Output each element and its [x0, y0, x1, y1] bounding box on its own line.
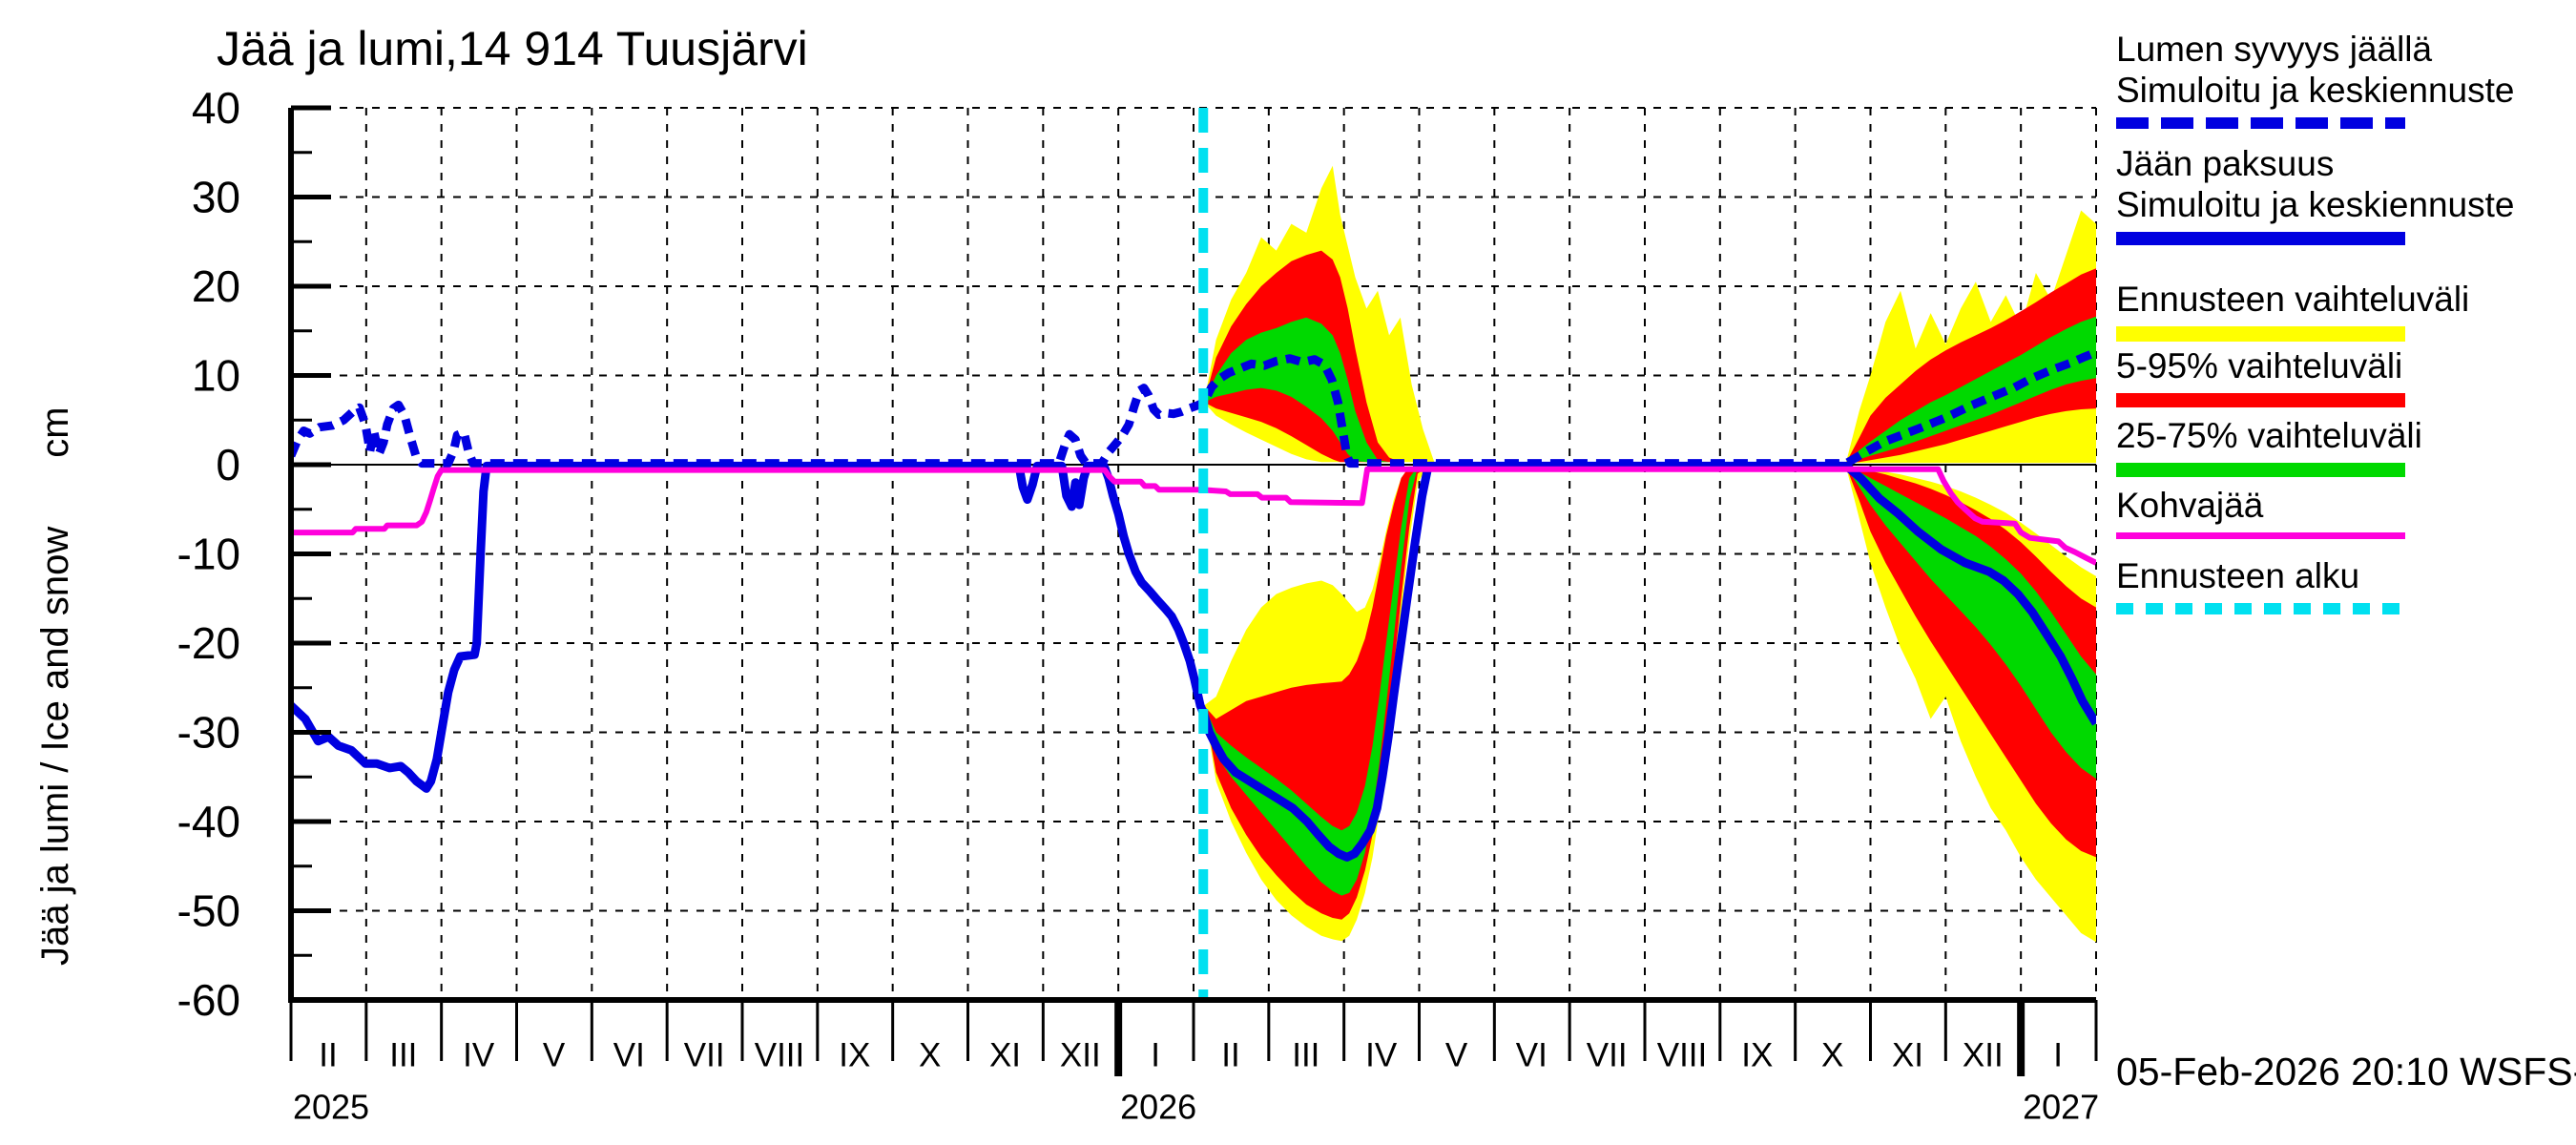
legend-item-ice-thickness: Jään paksuus Simuloitu ja keskiennuste — [2116, 143, 2574, 245]
x-month-label: XI — [989, 1037, 1021, 1074]
legend-label: Simuloitu ja keskiennuste — [2116, 71, 2515, 110]
legend-label: Lumen syvyys jäällä — [2116, 30, 2433, 69]
legend-item-25-75-range: 25-75% vaihteluväli — [2116, 415, 2574, 477]
5-95-vaihteluvali-lumi-2027 — [1846, 268, 2096, 464]
legend-item-5-95-range: 5-95% vaihteluväli — [2116, 345, 2574, 407]
legend-item-kohvajaa: Kohvajää — [2116, 485, 2574, 539]
y-tick-label: -20 — [177, 618, 240, 668]
x-month-label: VII — [684, 1037, 725, 1074]
legend-label: 25-75% vaihteluväli — [2116, 416, 2422, 455]
y-tick-label: -10 — [177, 530, 240, 579]
25-75-vaihteluvali-lumi-2026 — [1204, 317, 1435, 463]
legend-label: Ennusteen vaihteluväli — [2116, 280, 2470, 319]
x-month-label: XI — [1892, 1037, 1923, 1074]
x-month-label: X — [1821, 1037, 1843, 1074]
x-month-label: IX — [1741, 1037, 1773, 1074]
x-month-label: IX — [839, 1037, 870, 1074]
legend-label: 5-95% vaihteluväli — [2116, 346, 2403, 385]
dashed-cyan-line-swatch — [2116, 603, 2405, 614]
legend-label: Kohvajää — [2116, 486, 2264, 525]
legend-item-forecast-start: Ennusteen alku — [2116, 555, 2574, 614]
green-band-swatch — [2116, 463, 2405, 477]
x-month-label: IV — [1365, 1037, 1398, 1074]
x-month-label: III — [1292, 1037, 1319, 1074]
y-tick-label: -30 — [177, 708, 240, 758]
x-month-label: X — [919, 1037, 941, 1074]
y-tick-label: 20 — [192, 261, 240, 311]
gridlines — [291, 107, 2097, 1000]
solid-blue-line-swatch — [2116, 232, 2405, 245]
yellow-band-swatch — [2116, 326, 2405, 342]
5-95-vaihteluvali-jaa-2027 — [1846, 466, 2096, 858]
legend-label: Ennusteen alku — [2116, 556, 2360, 595]
page-title: Jää ja lumi,14 914 Tuusjärvi — [217, 22, 808, 75]
lumen-syvyys-jaalla-simuloitu-ja-keskiennuste — [291, 348, 2096, 468]
legend-label: Jään paksuus — [2116, 144, 2335, 183]
x-month-label: III — [389, 1037, 417, 1074]
legend-item-forecast-range: Ennusteen vaihteluväli — [2116, 279, 2574, 342]
x-month-label: VI — [1516, 1037, 1548, 1074]
magenta-line-swatch — [2116, 532, 2405, 539]
x-month-label: V — [1445, 1037, 1468, 1074]
y-tick-label: -60 — [177, 975, 240, 1025]
red-band-swatch — [2116, 393, 2405, 407]
x-month-label: VII — [1587, 1037, 1628, 1074]
jaan-paksuus-simuloitu-ja-keskiennuste — [291, 461, 2096, 862]
y-tick-label: 30 — [192, 173, 240, 222]
x-month-label: XII — [1963, 1037, 2004, 1074]
x-year-label: 2027 — [2023, 1088, 2099, 1127]
y-tick-label: 40 — [192, 83, 240, 133]
dashed-blue-line-swatch — [2116, 117, 2405, 129]
x-month-label: II — [1221, 1037, 1239, 1074]
x-month-label: VIII — [755, 1037, 805, 1074]
x-month-label: V — [543, 1037, 566, 1074]
y-tick-label: -40 — [177, 797, 240, 846]
x-month-label: I — [2053, 1037, 2063, 1074]
data-series — [291, 108, 2096, 1000]
legend-label: Simuloitu ja keskiennuste — [2116, 185, 2515, 224]
x-month-label: II — [319, 1037, 337, 1074]
y-tick-label: 10 — [192, 351, 240, 401]
x-year-label: 2026 — [1120, 1088, 1196, 1127]
25-75-vaihteluvali-jaa-2027 — [1846, 466, 2096, 780]
x-month-label: VIII — [1657, 1037, 1708, 1074]
y-tick-label: -50 — [177, 886, 240, 936]
kohvajaa — [291, 466, 2096, 566]
x-month-label: XII — [1060, 1037, 1101, 1074]
legend-item-snow-depth: Lumen syvyys jäällä Simuloitu ja keskien… — [2116, 29, 2574, 129]
25-75-vaihteluvali-lumi-2027 — [1846, 316, 2096, 464]
timestamp: 05-Feb-2026 20:10 WSFS-P — [2116, 1050, 2576, 1093]
x-month-label: IV — [463, 1037, 495, 1074]
x-month-label: VI — [613, 1037, 645, 1074]
x-month-label: I — [1151, 1037, 1160, 1074]
y-tick-label: 0 — [216, 440, 240, 489]
axes — [288, 105, 2098, 1076]
x-year-label: 2025 — [293, 1088, 369, 1127]
